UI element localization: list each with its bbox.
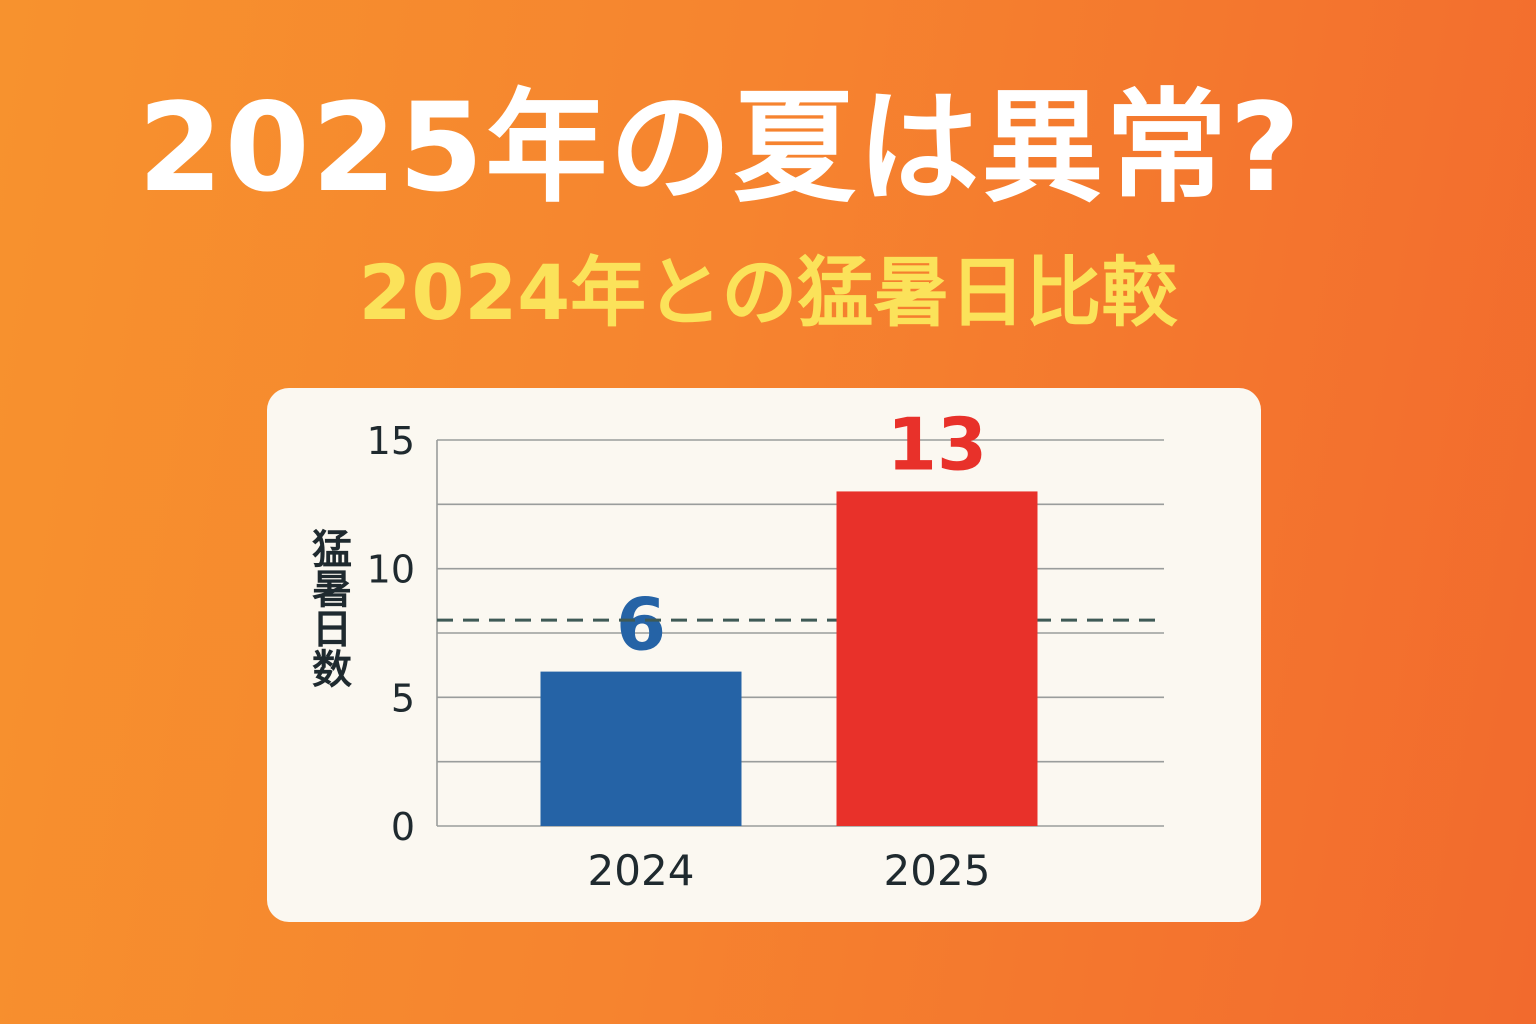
chart-card: 猛暑日数 0 5 10 15 6 2024 13 2025 bbox=[267, 388, 1261, 922]
y-tick-label: 0 bbox=[391, 805, 415, 849]
data-label-2025: 13 bbox=[887, 402, 987, 486]
data-label-2024: 6 bbox=[616, 583, 666, 667]
y-tick-label: 10 bbox=[367, 548, 415, 592]
y-tick-label: 5 bbox=[391, 676, 415, 720]
y-tick-label: 15 bbox=[367, 419, 415, 463]
page-subtitle: 2024年との猛暑日比較 bbox=[358, 248, 1178, 337]
y-axis-label: 猛暑日数 bbox=[305, 528, 351, 688]
page-title: 2025年の夏は異常? bbox=[137, 77, 1303, 219]
x-tick-label-2025: 2025 bbox=[884, 846, 991, 895]
x-tick-label-2024: 2024 bbox=[588, 846, 695, 895]
bar-2025-overlay bbox=[836, 491, 1038, 826]
bar-2024 bbox=[540, 671, 742, 826]
bar-chart: 0 5 10 15 6 2024 13 2025 bbox=[367, 402, 1164, 895]
